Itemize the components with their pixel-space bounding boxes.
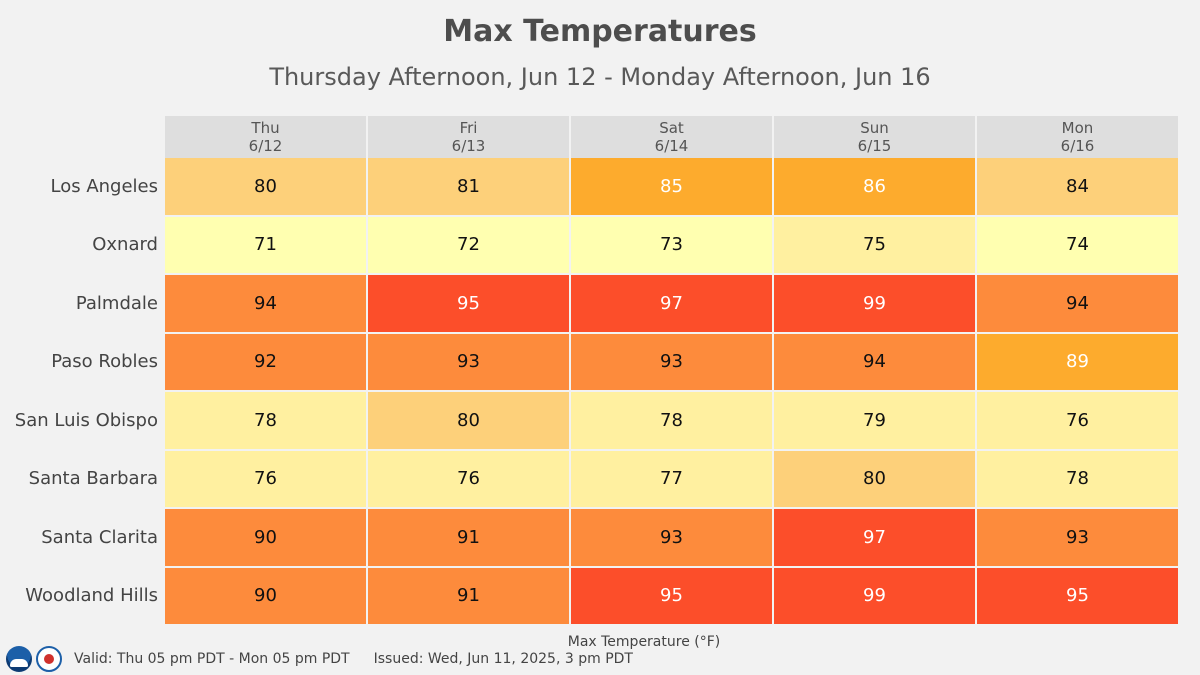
heatmap-cell: 76: [368, 450, 569, 507]
heatmap-cell: 95: [368, 275, 569, 332]
heatmap-cell: 93: [571, 333, 772, 390]
row-label: Santa Barbara: [28, 468, 158, 490]
heatmap-cell: 92: [165, 333, 366, 390]
column-day: Fri: [459, 119, 478, 137]
chart-title: Max Temperatures: [443, 14, 757, 49]
column-day: Sat: [659, 119, 684, 137]
column-date: 6/13: [451, 137, 486, 155]
heatmap-cell: 78: [571, 392, 772, 449]
column-date: 6/12: [248, 137, 283, 155]
heatmap-cell: 81: [368, 158, 569, 215]
heatmap-cell: 90: [165, 509, 366, 566]
heatmap-cell: 99: [774, 275, 975, 332]
heatmap-cell: 89: [977, 333, 1178, 390]
column-header: Sat 6/14: [571, 116, 772, 158]
heatmap-cell: 80: [774, 450, 975, 507]
heatmap-cell: 97: [774, 509, 975, 566]
heatmap-cell: 80: [368, 392, 569, 449]
heatmap-cell: 93: [571, 509, 772, 566]
heatmap-cell: 93: [368, 333, 569, 390]
row-label: Paso Robles: [51, 351, 158, 373]
heatmap-cell: 79: [774, 392, 975, 449]
column-header: Thu 6/12: [165, 116, 366, 158]
row-label: Oxnard: [92, 234, 158, 256]
heatmap-cell: 85: [571, 158, 772, 215]
column-date: 6/14: [654, 137, 689, 155]
row-label: Santa Clarita: [41, 526, 158, 548]
column-header: Mon 6/16: [977, 116, 1178, 158]
column-day: Thu: [251, 119, 280, 137]
column-header: Fri 6/13: [368, 116, 569, 158]
row-label: Woodland Hills: [25, 585, 158, 607]
heatmap-cell: 90: [165, 567, 366, 624]
legend-caption: Max Temperature (°F): [567, 634, 721, 650]
column-day: Mon: [1061, 119, 1094, 137]
heatmap-cell: 97: [571, 275, 772, 332]
heatmap-cell: 86: [774, 158, 975, 215]
column-date: 6/15: [857, 137, 892, 155]
column-day: Sun: [860, 119, 889, 137]
heatmap-cell: 74: [977, 216, 1178, 273]
heatmap-cell: 91: [368, 509, 569, 566]
row-label: San Luis Obispo: [14, 409, 158, 431]
row-label: Palmdale: [75, 292, 158, 314]
heatmap-cell: 71: [165, 216, 366, 273]
heatmap-cell: 77: [571, 450, 772, 507]
heatmap-cell: 94: [977, 275, 1178, 332]
heatmap-cell: 76: [977, 392, 1178, 449]
heatmap-cell: 84: [977, 158, 1178, 215]
heatmap-cell: 91: [368, 567, 569, 624]
heatmap-cell: 80: [165, 158, 366, 215]
valid-period: Valid: Thu 05 pm PDT - Mon 05 pm PDT: [74, 651, 350, 667]
chart-subtitle: Thursday Afternoon, Jun 12 - Monday Afte…: [269, 63, 931, 91]
heatmap-cell: 95: [571, 567, 772, 624]
heatmap-cell: 76: [165, 450, 366, 507]
footer: Valid: Thu 05 pm PDT - Mon 05 pm PDT Iss…: [6, 644, 633, 674]
heatmap-cell: 94: [165, 275, 366, 332]
noaa-logo-icon: [6, 646, 32, 672]
row-label: Los Angeles: [50, 175, 159, 197]
heatmap-cell: 93: [977, 509, 1178, 566]
column-date: 6/16: [1060, 137, 1095, 155]
nws-logo-icon: [36, 646, 62, 672]
heatmap-cell: 75: [774, 216, 975, 273]
heatmap-cell: 94: [774, 333, 975, 390]
heatmap-cell: 78: [977, 450, 1178, 507]
heatmap-cell: 78: [165, 392, 366, 449]
issued-time: Issued: Wed, Jun 11, 2025, 3 pm PDT: [373, 651, 633, 667]
heatmap-cell: 95: [977, 567, 1178, 624]
heatmap-cell: 99: [774, 567, 975, 624]
column-header: Sun 6/15: [774, 116, 975, 158]
heatmap-cell: 73: [571, 216, 772, 273]
heatmap-cell: 72: [368, 216, 569, 273]
